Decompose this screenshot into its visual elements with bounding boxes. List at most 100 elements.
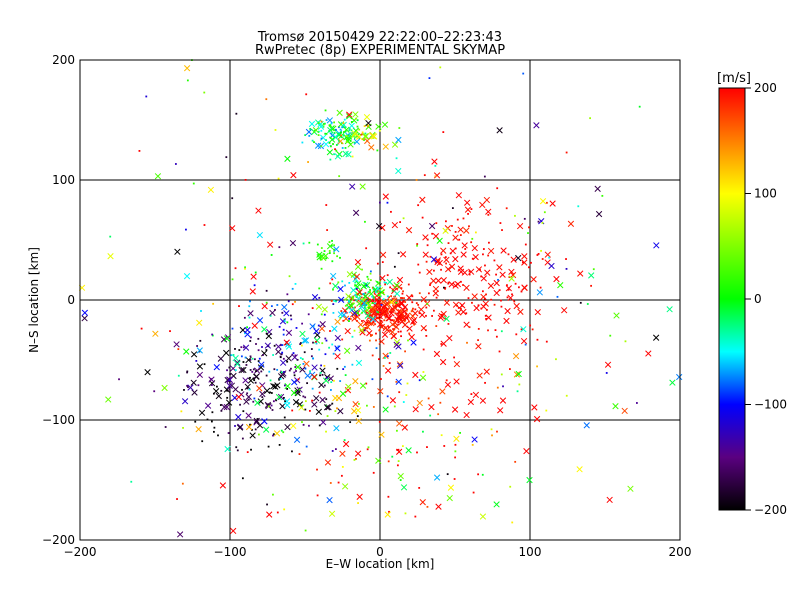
data-point-dot xyxy=(506,296,509,299)
data-point-dot xyxy=(341,280,344,283)
data-point-cross xyxy=(374,285,382,292)
y-tick-label: 100 xyxy=(52,173,75,187)
data-point-dot xyxy=(362,298,364,301)
data-point-dot xyxy=(366,323,369,326)
data-point-dot xyxy=(328,241,331,243)
data-point-cross xyxy=(302,337,310,344)
data-point-cross xyxy=(487,247,495,255)
data-point-dot xyxy=(378,420,381,423)
data-point-dot xyxy=(331,260,334,263)
data-point-cross xyxy=(322,377,330,384)
data-point-dot xyxy=(335,128,337,131)
data-point-dot xyxy=(329,282,332,285)
data-point-cross xyxy=(378,431,385,438)
data-point-dot xyxy=(265,289,268,292)
data-point-dot xyxy=(417,263,420,266)
data-point-cross xyxy=(369,132,376,140)
data-point-cross xyxy=(393,290,401,297)
data-point-dot xyxy=(308,409,311,412)
data-point-dot xyxy=(431,315,433,317)
data-point-cross xyxy=(521,284,528,292)
data-point-dot xyxy=(334,448,337,451)
data-point-cross xyxy=(230,527,237,535)
data-point-dot xyxy=(456,218,459,221)
data-point-dot xyxy=(483,297,486,300)
data-point-cross xyxy=(342,440,350,448)
data-point-dot xyxy=(395,157,398,160)
data-point-dot xyxy=(399,330,402,333)
data-point-dot xyxy=(416,243,419,245)
data-point-cross xyxy=(356,300,363,307)
data-point-dot xyxy=(276,511,279,514)
data-point-dot xyxy=(416,244,418,247)
data-point-dot xyxy=(359,302,362,305)
data-point-dot xyxy=(400,287,403,290)
data-point-cross xyxy=(443,299,451,306)
data-point-cross xyxy=(401,424,408,431)
data-point-cross xyxy=(362,133,370,140)
data-point-dot xyxy=(384,283,386,286)
data-point-dot xyxy=(211,334,214,337)
data-point-cross xyxy=(485,314,492,321)
data-point-dot xyxy=(379,201,381,204)
data-point-dot xyxy=(231,327,234,330)
data-point-dot xyxy=(406,317,409,319)
data-point-cross xyxy=(434,258,441,266)
data-point-dot xyxy=(328,142,331,144)
data-point-cross xyxy=(328,510,336,517)
data-point-dot xyxy=(290,318,293,321)
data-point-dot xyxy=(383,319,386,322)
data-point-cross xyxy=(313,395,320,402)
data-point-dot xyxy=(363,125,366,128)
data-point-dot xyxy=(381,306,384,309)
data-point-cross xyxy=(225,399,233,406)
data-point-dot xyxy=(467,212,469,215)
data-point-dot xyxy=(315,340,317,343)
data-point-dot xyxy=(355,288,358,290)
data-point-cross xyxy=(428,403,435,411)
data-point-dot xyxy=(509,368,511,370)
data-point-dot xyxy=(282,357,285,360)
data-point-dot xyxy=(265,349,268,351)
data-point-cross xyxy=(460,251,467,258)
data-point-dot xyxy=(374,291,377,294)
data-point-dot xyxy=(332,311,335,314)
data-point-dot xyxy=(348,320,350,322)
data-point-cross xyxy=(334,345,341,352)
data-point-dot xyxy=(397,448,400,451)
data-point-cross xyxy=(341,483,349,490)
colorbar-tick-label: −100 xyxy=(754,398,787,412)
data-point-cross xyxy=(351,309,358,317)
data-point-dot xyxy=(242,410,245,413)
data-point-dot xyxy=(401,297,404,299)
data-point-dot xyxy=(491,434,493,437)
data-point-dot xyxy=(316,494,319,497)
data-point-dot xyxy=(402,401,405,403)
data-point-cross xyxy=(361,133,369,140)
data-point-dot xyxy=(400,335,402,338)
data-point-cross xyxy=(346,113,353,120)
data-point-dot xyxy=(384,316,387,319)
data-point-dot xyxy=(342,122,345,124)
chart-title: Tromsø 20150429 22:22:00–22:23:43 xyxy=(257,30,502,45)
data-point-dot xyxy=(257,337,260,340)
data-point-cross xyxy=(352,209,360,216)
data-point-dot xyxy=(454,450,457,453)
data-point-cross xyxy=(375,457,382,464)
data-point-cross xyxy=(374,299,382,306)
data-point-dot xyxy=(401,313,404,316)
data-point-cross xyxy=(507,294,514,302)
data-point-cross xyxy=(354,263,362,271)
data-point-dot xyxy=(601,194,604,197)
data-point-dot xyxy=(365,323,367,326)
data-point-dot xyxy=(399,303,402,305)
data-point-dot xyxy=(540,249,542,252)
data-point-dot xyxy=(363,292,366,295)
data-point-cross xyxy=(384,367,392,374)
data-point-dot xyxy=(226,396,229,399)
data-point-dot xyxy=(439,401,442,404)
data-point-dot xyxy=(174,163,177,165)
data-point-dot xyxy=(399,309,402,311)
data-point-dot xyxy=(227,432,230,434)
data-point-cross xyxy=(187,384,194,391)
